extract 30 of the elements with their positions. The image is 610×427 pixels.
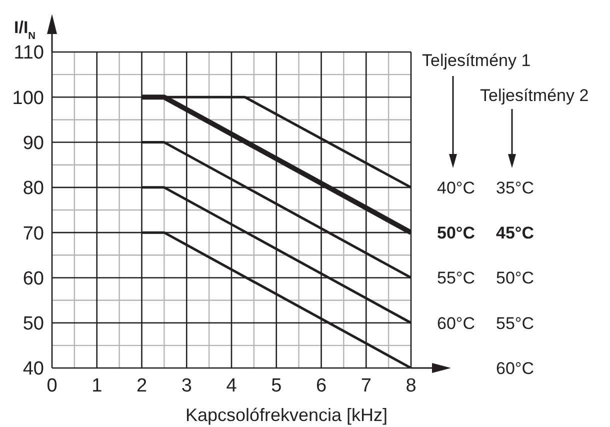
x-tick-label: 7 <box>360 375 372 396</box>
y-tick-label: 60 <box>22 268 44 290</box>
x-axis-title: Kapcsolófrekvencia [kHz] <box>185 405 388 425</box>
y-tick-label: 100 <box>12 88 44 109</box>
text: 60°C <box>496 359 534 378</box>
x-tick-label: 8 <box>406 375 416 396</box>
y-tick-label: 70 <box>22 223 44 244</box>
x-tick-label: 6 <box>316 375 327 396</box>
x-tick-label: 2 <box>136 375 148 396</box>
text: 60°C <box>437 314 475 333</box>
text: 35°C <box>496 178 534 198</box>
y-tick-label: 80 <box>22 178 44 200</box>
y-tick-label: 110 <box>14 42 44 64</box>
text: 50°C <box>496 268 534 288</box>
text: 50°C <box>437 224 475 243</box>
y-axis-title: I/I$_{N}$ <box>14 18 36 42</box>
y-tick-label: 40 <box>22 358 44 380</box>
text: 40°C <box>437 178 475 198</box>
text: Teljesítmény 1 <box>422 51 531 70</box>
y-tick-label: 50 <box>22 314 44 335</box>
x-tick-label: 5 <box>271 375 282 396</box>
x-tick-label: 1 <box>92 375 102 396</box>
y-tick-label: 90 <box>22 133 44 154</box>
x-tick-label: 0 <box>46 375 58 396</box>
x-tick-label: 4 <box>226 375 238 396</box>
text: Teljesítmény 2 <box>480 86 589 105</box>
text: 55°C <box>437 268 475 288</box>
text: 55°C <box>496 314 534 333</box>
x-tick-label: 3 <box>181 375 192 396</box>
text: 45°C <box>496 224 534 243</box>
